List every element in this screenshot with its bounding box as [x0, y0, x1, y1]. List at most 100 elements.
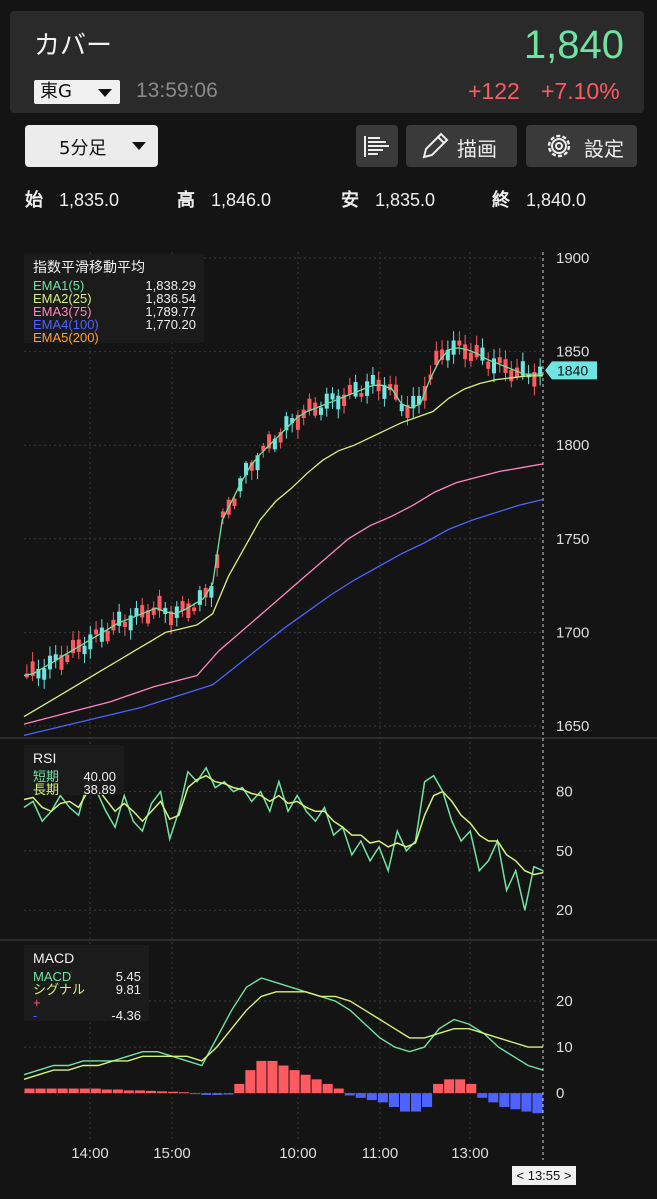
- candle: [94, 629, 99, 635]
- candle: [347, 384, 352, 395]
- candle: [117, 611, 122, 626]
- legend-item-label: シグナル: [33, 982, 85, 997]
- interval-select[interactable]: 5分足: [25, 125, 158, 167]
- market-select[interactable]: 東G: [34, 80, 120, 104]
- candle: [399, 403, 404, 412]
- macd-line: [23, 991, 543, 1080]
- macd-histogram-bar: [245, 1070, 256, 1094]
- candle: [24, 673, 29, 678]
- ema-line: [23, 347, 543, 677]
- macd-histogram-bar: [179, 1092, 190, 1094]
- candle: [440, 349, 445, 360]
- candle: [324, 393, 329, 409]
- candle: [307, 398, 312, 412]
- rsi-axis-label: 50: [556, 843, 573, 860]
- macd-histogram-bar: [499, 1093, 510, 1107]
- interval-label: 5分足: [59, 138, 107, 159]
- candle: [238, 478, 243, 492]
- macd-histogram-bar: [145, 1090, 157, 1094]
- candle: [134, 607, 139, 617]
- macd-histogram-bar: [455, 1079, 466, 1094]
- macd-histogram-bar: [79, 1088, 90, 1094]
- macd-histogram-bar: [388, 1093, 399, 1107]
- candle: [520, 361, 525, 376]
- macd-histogram-bar: [300, 1074, 311, 1094]
- legend-item-value: 40.00: [83, 769, 116, 784]
- settings-label: 設定: [584, 137, 624, 161]
- candle: [278, 431, 283, 443]
- macd-histogram-bar: [212, 1093, 223, 1095]
- candle: [261, 445, 266, 451]
- legend-box: [24, 745, 124, 795]
- macd-histogram-bar: [289, 1070, 300, 1094]
- close-value: 終 1,840.0: [492, 190, 587, 210]
- candle: [209, 586, 214, 598]
- indicator-list-button[interactable]: [356, 125, 398, 167]
- candle: [47, 655, 52, 670]
- candle: [480, 347, 485, 361]
- price-axis-label: 1850: [556, 344, 589, 361]
- legend-item-label: EMA4(100): [33, 317, 99, 332]
- candle: [215, 554, 220, 568]
- macd-histogram-bar: [311, 1079, 322, 1094]
- candle: [290, 418, 295, 424]
- settings-button[interactable]: 設定: [526, 125, 637, 167]
- market-label: 東G: [40, 81, 72, 102]
- candle: [243, 462, 249, 476]
- macd-histogram-bar: [112, 1089, 123, 1094]
- macd-histogram-bar: [190, 1093, 201, 1095]
- candle: [128, 615, 133, 631]
- candle: [99, 627, 104, 642]
- macd-histogram-bar: [433, 1083, 444, 1094]
- time-axis-label: 10:00: [279, 1145, 317, 1162]
- candle: [370, 374, 375, 385]
- low-value: 安 1,835.0: [341, 190, 436, 210]
- pencil-icon: [422, 132, 449, 159]
- open-value: 始 1,835.0: [25, 190, 120, 210]
- macd-histogram-bar: [101, 1089, 112, 1094]
- candle: [411, 396, 416, 409]
- macd-histogram-bar: [278, 1065, 289, 1094]
- candle: [53, 654, 58, 661]
- macd-histogram-bar: [488, 1093, 499, 1103]
- candle: [82, 645, 87, 655]
- candle: [111, 619, 116, 631]
- candle: [376, 379, 381, 392]
- price-axis-label: 1900: [556, 250, 589, 267]
- candle: [163, 607, 168, 615]
- time-axis-label: 15:00: [153, 1145, 191, 1162]
- macd-line: [23, 977, 544, 1076]
- macd-histogram-bar: [510, 1093, 521, 1110]
- chevron-down-icon: [132, 142, 146, 150]
- candle: [538, 366, 543, 377]
- legend-item-value: 5.45: [116, 969, 141, 984]
- candle: [249, 462, 254, 471]
- macd-histogram-bar: [366, 1093, 377, 1101]
- candle: [284, 416, 289, 431]
- candle: [65, 654, 70, 663]
- candle: [359, 393, 364, 397]
- candle: [330, 393, 335, 400]
- ema-line: [23, 498, 544, 737]
- legend-item-label: 長期: [33, 782, 59, 797]
- chevron-down-icon: [98, 89, 112, 97]
- time-axis-label: 14:00: [71, 1145, 109, 1162]
- candle: [405, 404, 410, 418]
- candle: [434, 350, 439, 365]
- macd-histogram-bar: [477, 1093, 488, 1098]
- macd-histogram-bar: [344, 1093, 355, 1096]
- macd-histogram-bar: [355, 1093, 366, 1098]
- legend-item-value: 9.81: [116, 982, 141, 997]
- draw-button[interactable]: 描画: [406, 125, 517, 167]
- candle: [272, 438, 277, 450]
- candle: [388, 384, 393, 391]
- ema-line: [23, 463, 544, 725]
- legend-item-value: -4.36: [111, 1008, 141, 1023]
- candle: [186, 603, 191, 619]
- candle: [457, 340, 462, 346]
- candle: [474, 345, 479, 358]
- candle: [342, 394, 347, 407]
- candle: [59, 654, 64, 670]
- candle: [151, 607, 156, 615]
